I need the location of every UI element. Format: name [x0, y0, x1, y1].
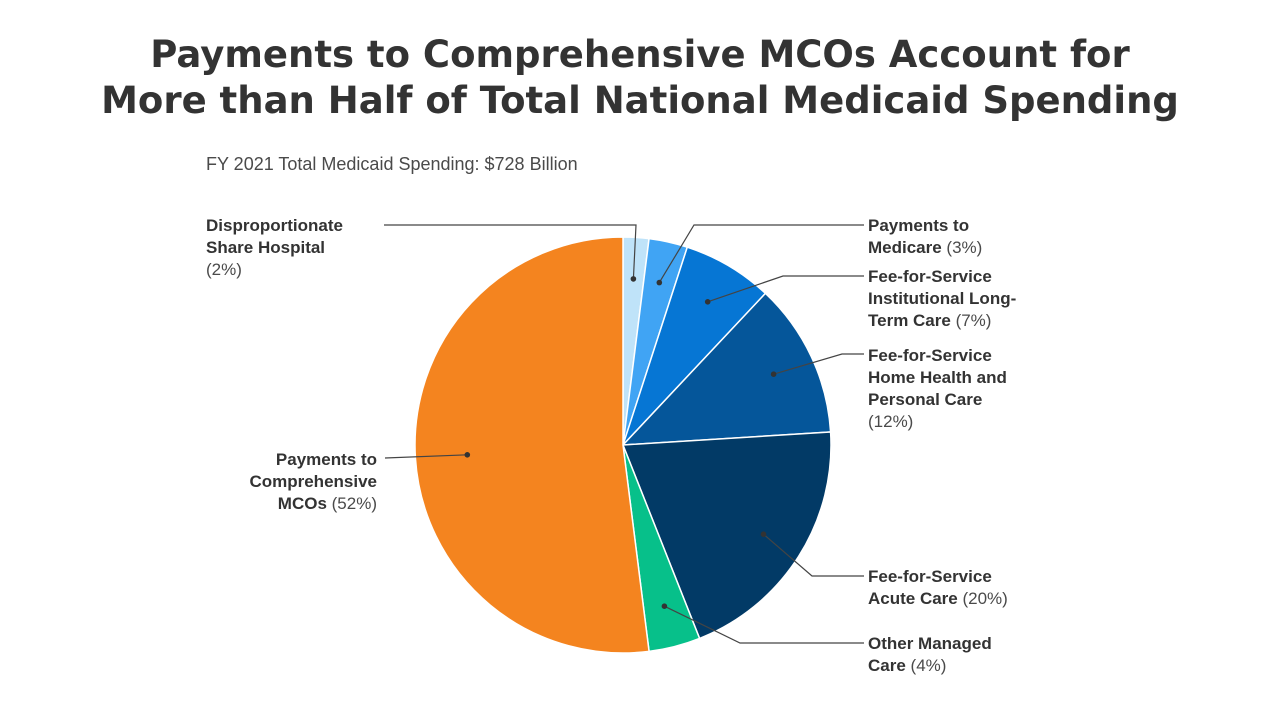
leader-line-payments-to-medicare: [658, 224, 864, 283]
leader-line-fee-for-service-acute-care: [763, 533, 864, 577]
slice-label-payments-to-medicare: Payments to Medicare (3%): [868, 216, 982, 257]
leader-line-payments-to-comprehensive-mcos: [384, 454, 468, 459]
leader-line-fee-for-service-institutional-long-term-care: [707, 275, 864, 303]
slice-label-fee-for-service-home-health-and-personal-care: Fee-for-Service Home Health and Personal C…: [868, 346, 1007, 431]
slice-label-other-managed-care: Other Managed Care (4%): [868, 634, 992, 675]
leader-dot-fee-for-service-home-health-and-personal-care: [770, 371, 777, 378]
pie-slice-fee-for-service-home-health-and-personal-care: [621, 292, 832, 446]
leader-line-other-managed-care: [664, 605, 864, 644]
slice-label-disproportionate-share-hospital: Disproportionate Share Hospital (2%): [206, 216, 343, 279]
slice-label-payments-to-comprehensive-mcos: Payments to Comprehensive MCOs (52%): [249, 450, 377, 513]
pie-slice-payments-to-comprehensive-mcos: [414, 236, 650, 654]
leader-line-disproportionate-share-hospital: [384, 224, 637, 279]
leader-dot-other-managed-care: [661, 603, 668, 609]
chart-title: Payments to Comprehensive MCOs Account f…: [0, 32, 1280, 124]
chart-title-line-2: More than Half of Total National Medicai…: [101, 79, 1179, 122]
leader-dot-fee-for-service-acute-care: [760, 531, 767, 537]
leader-line-fee-for-service-home-health-and-personal-care: [773, 353, 864, 375]
slice-label-fee-for-service-acute-care: Fee-for-Service Acute Care (20%): [868, 567, 1008, 608]
leader-dot-payments-to-comprehensive-mcos: [464, 452, 471, 458]
chart-title-line-1: Payments to Comprehensive MCOs Account f…: [150, 33, 1130, 76]
leader-dot-fee-for-service-institutional-long-term-care: [704, 299, 711, 305]
leader-dot-disproportionate-share-hospital: [630, 276, 637, 282]
leader-dot-payments-to-medicare: [656, 279, 663, 286]
chart-subtitle: FY 2021 Total Medicaid Spending: $728 Bi…: [206, 154, 578, 174]
slice-label-fee-for-service-institutional-long-term-care: Fee-for-Service Institutional Long-Term C…: [868, 267, 1016, 330]
pie-slice-fee-for-service-acute-care: [621, 431, 832, 640]
